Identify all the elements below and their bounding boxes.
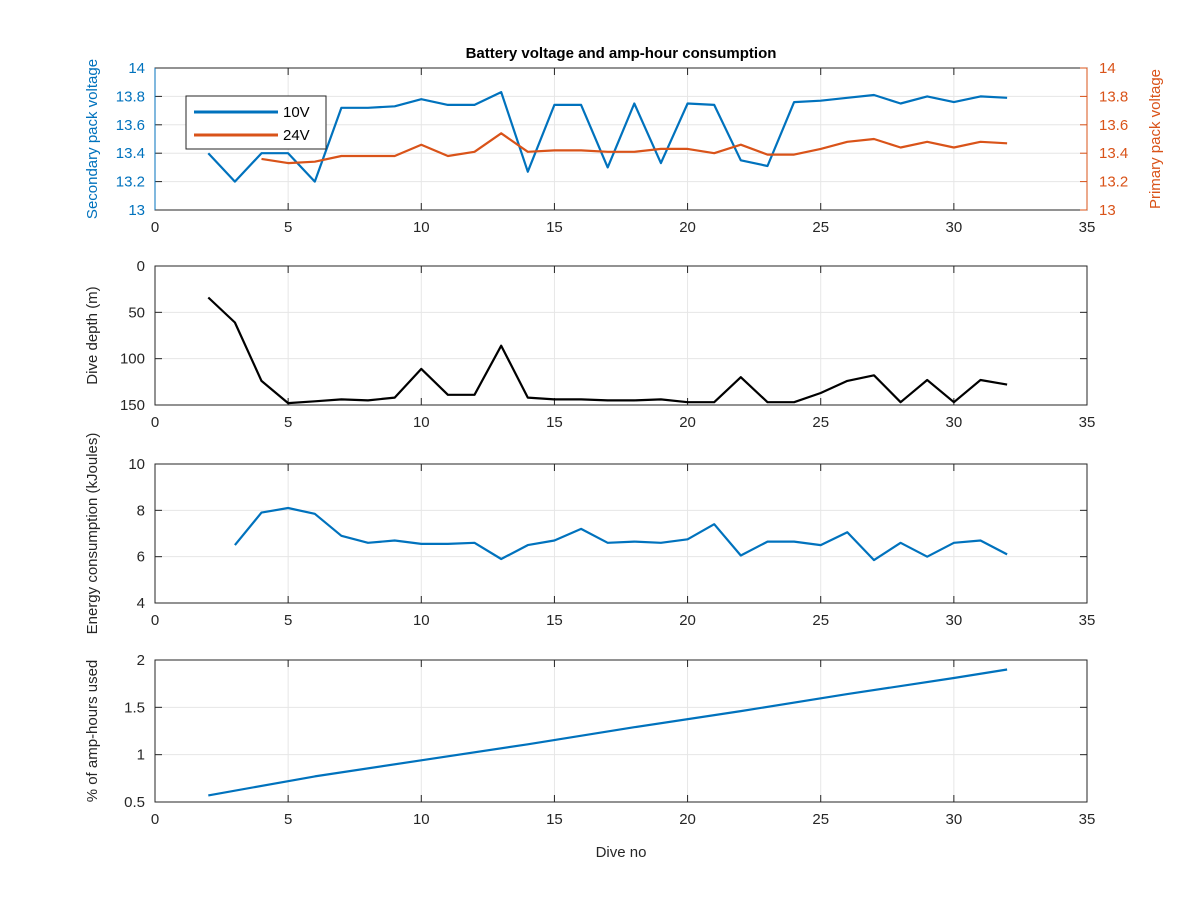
- x-axis-label: Dive no: [596, 844, 647, 861]
- x-tick-label: 10: [413, 811, 430, 828]
- x-tick-label: 35: [1079, 811, 1096, 828]
- x-tick-label: 15: [546, 219, 563, 236]
- axes-box: [154, 463, 1088, 604]
- legend-label-10v: 10V: [283, 104, 310, 121]
- y-axis-label: Secondary pack voltage: [84, 59, 101, 219]
- x-tick-label: 0: [151, 414, 159, 431]
- chart-panel-3: 0 5 10 15 20 25 30 35 4 6 8 10 Energy consumption (k…: [84, 433, 1095, 635]
- y-tick-label: 4: [137, 595, 145, 612]
- y-tick-label: 13.4: [116, 145, 145, 162]
- y-tick-label: 0: [137, 258, 145, 275]
- x-tick-label: 10: [413, 414, 430, 431]
- series-line-3-1: [234, 506, 1008, 562]
- x-tick-label: 15: [546, 414, 563, 431]
- y-right-tick-label: 13.8: [1099, 88, 1128, 105]
- series-line-10v: [207, 90, 1008, 183]
- series-line-24v: [261, 132, 1008, 165]
- chart-panel-1: 0 5 10 15 20 25 30 351313.213.413.613.8141313.2…: [84, 45, 1164, 236]
- y-tick-label: 13: [128, 202, 145, 219]
- y-tick-label: 0.5: [124, 794, 145, 811]
- y-tick-label: 8: [137, 502, 145, 519]
- x-tick-label: 25: [812, 811, 829, 828]
- x-tick-label: 5: [284, 219, 292, 236]
- x-tick-label: 5: [284, 612, 292, 629]
- y-right-tick-label: 14: [1099, 60, 1116, 77]
- x-tick-label: 5: [284, 811, 292, 828]
- x-tick-label: 25: [812, 219, 829, 236]
- axes-box: [154, 265, 1088, 406]
- chart-panel-4: 0 5 10 15 20 25 30 35 0.5 1 1.5 2 % of amp-hours use…: [84, 652, 1095, 861]
- y-right-tick-label: 13.4: [1099, 145, 1128, 162]
- y-axis-label: Energy consumption (kJoules): [84, 433, 101, 635]
- y-tick-label: 10: [128, 456, 145, 473]
- x-tick-label: 30: [946, 612, 963, 629]
- x-tick-label: 30: [946, 811, 963, 828]
- x-tick-label: 30: [946, 414, 963, 431]
- x-tick-label: 30: [946, 219, 963, 236]
- y-tick-label: 13.8: [116, 88, 145, 105]
- chart-panel-2: 0 5 10 15 20 25 30 35 0 50 100 150 Dive depth (m): [84, 258, 1095, 431]
- y-tick-label: 14: [128, 60, 145, 77]
- y-tick-label: 2: [137, 652, 145, 669]
- y-right-tick-label: 13: [1099, 202, 1116, 219]
- y-right-tick-label: 13.6: [1099, 117, 1128, 134]
- x-tick-label: 15: [546, 612, 563, 629]
- y-axis-label: % of amp-hours used: [84, 660, 101, 803]
- x-tick-label: 10: [413, 612, 430, 629]
- y-tick-label: 50: [128, 304, 145, 321]
- x-tick-label: 20: [679, 414, 696, 431]
- legend-box: [185, 95, 327, 150]
- x-tick-label: 35: [1079, 219, 1096, 236]
- x-tick-label: 10: [413, 219, 430, 236]
- x-tick-label: 0: [151, 219, 159, 236]
- y-tick-label: 150: [120, 397, 145, 414]
- y-axis-label: Dive depth (m): [84, 286, 101, 384]
- x-tick-label: 35: [1079, 414, 1096, 431]
- series-line-4-1: [208, 668, 1008, 797]
- y-tick-label: 100: [120, 351, 145, 368]
- axes-box: [154, 659, 1088, 803]
- y-tick-label: 13.6: [116, 117, 145, 134]
- y-tick-label: 1: [137, 747, 145, 764]
- x-tick-label: 20: [679, 219, 696, 236]
- y-tick-label: 13.2: [116, 174, 145, 191]
- x-tick-label: 0: [151, 612, 159, 629]
- x-tick-label: 5: [284, 414, 292, 431]
- y-tick-label: 6: [137, 549, 145, 566]
- x-tick-label: 25: [812, 612, 829, 629]
- x-tick-label: 20: [679, 612, 696, 629]
- x-tick-label: 0: [151, 811, 159, 828]
- x-tick-label: 15: [546, 811, 563, 828]
- y-right-axis-label: Primary pack voltage: [1147, 69, 1164, 209]
- y-tick-label: 1.5: [124, 699, 145, 716]
- x-tick-label: 20: [679, 811, 696, 828]
- series-line-2-1: [207, 296, 1008, 405]
- chart-title: Battery voltage and amp-hour consumption: [466, 45, 777, 62]
- y-right-tick-label: 13.2: [1099, 174, 1128, 191]
- x-tick-label: 35: [1079, 612, 1096, 629]
- legend-label-24v: 24V: [283, 127, 310, 144]
- x-tick-label: 25: [812, 414, 829, 431]
